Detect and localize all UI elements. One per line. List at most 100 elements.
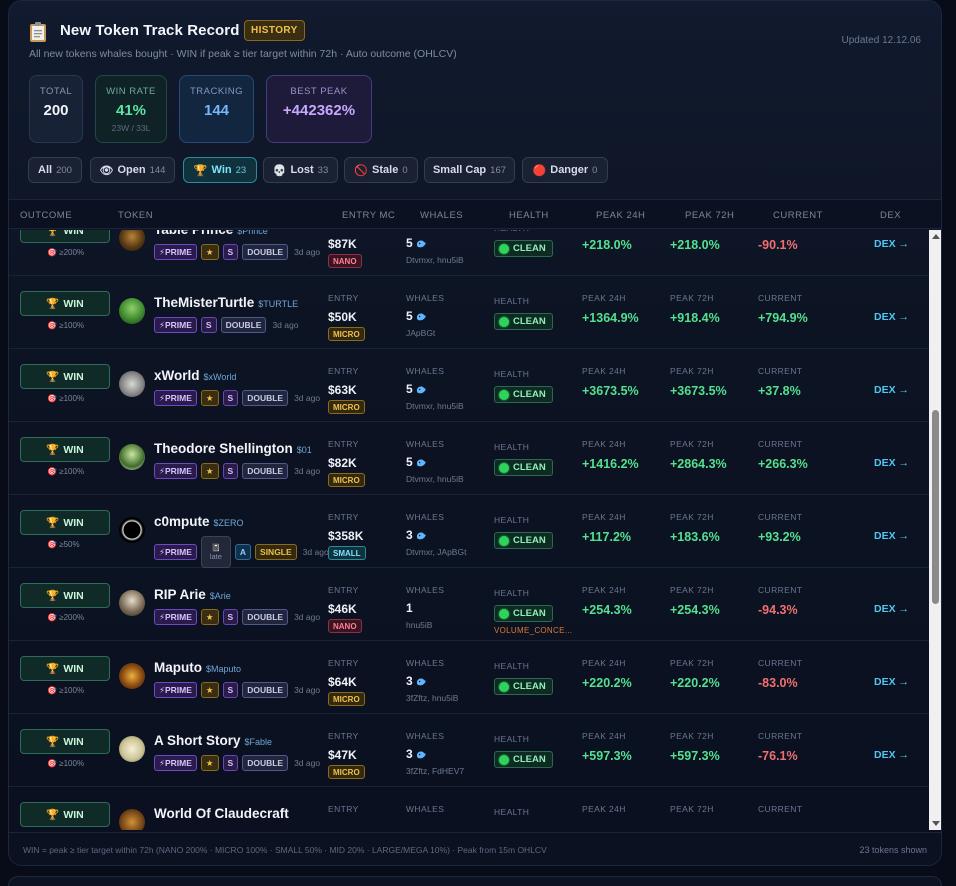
dex-link[interactable]: DEX → <box>874 530 910 542</box>
token-name-text: xWorld <box>154 368 200 383</box>
whales-count: 5 <box>406 455 427 469</box>
outcome-label: WIN <box>63 662 84 675</box>
table-row[interactable]: 🏆 WIN 🎯 ≥100% xWorld $xWorld ⚡PRIME ★ S DOUBLE 3d… <box>9 349 929 422</box>
table-row[interactable]: 🏆 WIN 🎯 ≥100% Maputo $Maputo ⚡PRIME ★ S DOUBLE 3d… <box>9 641 929 714</box>
target-threshold: 🎯 ≥200% <box>47 248 84 257</box>
tier-tag: S <box>200 317 217 333</box>
late-badge: 📓 late <box>200 536 231 568</box>
filter-lost[interactable]: 💀 Lost 33 <box>263 157 338 183</box>
dex-link[interactable]: DEX → <box>874 311 910 323</box>
table-row[interactable]: 🏆 WIN World Of Claudecraft ENTRY WHALES HEALT… <box>9 787 929 830</box>
token-name[interactable]: Table Prince $Prince <box>154 230 268 237</box>
late-icon: 📓 <box>211 543 221 552</box>
token-name[interactable]: xWorld $xWorld <box>154 368 236 383</box>
scroll-down-arrow-icon[interactable] <box>932 821 940 826</box>
current-value: -94.3% <box>758 603 798 617</box>
peak-72h-value: +220.2% <box>670 676 720 690</box>
token-name-text: TheMisterTurtle <box>154 295 255 310</box>
target-value: ≥100% <box>59 321 85 330</box>
token-name[interactable]: A Short Story $Fable <box>154 733 272 748</box>
mc-tier-tag: NANO <box>328 254 362 268</box>
filter-danger[interactable]: 🔴 Danger 0 <box>522 157 608 183</box>
trophy-icon: 🏆 <box>46 663 60 675</box>
column-header-peak-72h: PEAK 72H <box>685 210 735 221</box>
outcome-win-button[interactable]: 🏆 WIN <box>20 437 110 462</box>
token-avatar <box>119 809 145 830</box>
dex-link[interactable]: DEX → <box>874 749 910 761</box>
scrollbar-thumb[interactable] <box>932 410 939 604</box>
table-row[interactable]: 🏆 WIN 🎯 ≥100% Theodore Shellington $01 ⚡PRIME… <box>9 422 929 495</box>
table-footer: WIN = peak ≥ tier target within 72h (NAN… <box>9 832 941 865</box>
current-value: -76.1% <box>758 749 798 763</box>
dex-link[interactable]: DEX → <box>874 676 910 688</box>
whale-wallets: hnu5iB <box>406 620 433 630</box>
outcome-win-button[interactable]: 🏆 WIN <box>20 291 110 316</box>
filter-label: All <box>38 164 53 176</box>
stat-win-rate-sub: 23W / 33L <box>111 123 151 133</box>
outcome-win-button[interactable]: 🏆 WIN <box>20 364 110 389</box>
scroll-up-arrow-icon[interactable] <box>932 234 940 239</box>
green-dot-icon <box>499 535 509 546</box>
token-name[interactable]: Maputo $Maputo <box>154 660 241 675</box>
token-name[interactable]: World Of Claudecraft <box>154 806 293 821</box>
whale-wallets: Dtvmxr, hnu5iB <box>406 255 464 265</box>
stat-total: TOTAL 200 <box>29 75 83 143</box>
token-tags: ⚡PRIME ★ S DOUBLE 3d ago <box>154 244 320 260</box>
green-dot-icon <box>499 681 509 692</box>
whales-count: 3 <box>406 747 427 761</box>
filter-win[interactable]: 🏆 Win 23 <box>183 157 257 183</box>
outcome-win-button[interactable]: 🏆 WIN <box>20 510 110 535</box>
stat-win-rate-value: 41% <box>115 102 147 119</box>
filter-open[interactable]: 👁 Open 144 <box>90 157 175 183</box>
peak-24h-value: +117.2% <box>582 530 632 544</box>
whales-count-value: 3 <box>406 674 413 688</box>
outcome-win-button[interactable]: 🏆 WIN <box>20 729 110 754</box>
table-row[interactable]: 🏆 WIN 🎯 ≥200% RIP Arie $Arie ⚡PRIME ★ S DOUBLE 3d… <box>9 568 929 641</box>
whale-icon <box>416 678 426 685</box>
mc-tier-tag: MICRO <box>328 327 365 341</box>
table-row[interactable]: 🏆 WIN 🎯 ≥100% TheMisterTurtle $TURTLE ⚡PRIME S… <box>9 276 929 349</box>
table-body[interactable]: 🏆WIN🎯 ≥200%Table Prince$Prince⚡PRIME★SDO… <box>9 230 941 830</box>
dex-link[interactable]: DEX → <box>874 384 910 396</box>
table-row[interactable]: 🏆 WIN 🎯 ≥100% A Short Story $Fable ⚡PRIME ★ S DO… <box>9 714 929 787</box>
entry-label: ENTRY <box>328 585 359 595</box>
current-label: CURRENT <box>758 804 803 814</box>
token-name[interactable]: TheMisterTurtle $TURTLE <box>154 295 298 310</box>
filter-stale[interactable]: 🚫 Stale 0 <box>344 157 418 183</box>
outcome-win-button[interactable]: 🏆 WIN <box>20 656 110 681</box>
health-label: HEALTH <box>494 296 530 306</box>
outcome-win-button[interactable]: 🏆 WIN <box>20 583 110 608</box>
mc-tier-tag: MICRO <box>328 765 365 779</box>
dex-link[interactable]: DEX → <box>874 457 910 469</box>
prime-tag: ⚡PRIME <box>154 682 197 698</box>
whales-count-value: 5 <box>406 236 413 250</box>
outcome-label: WIN <box>63 370 84 383</box>
prime-tag: ⚡PRIME <box>154 390 197 406</box>
entry-label: ENTRY <box>328 731 359 741</box>
table-row[interactable]: 🏆 WIN 🎯 ≥50% c0mpute $ZERO ⚡PRIME 📓 late A SINGLE… <box>9 495 929 568</box>
table-row[interactable]: 🏆WIN 🎯 ≥200% Table Prince $Prince ⚡PRIME★SDO… <box>9 230 929 276</box>
target-threshold: 🎯 ≥100% <box>47 686 84 695</box>
scrollbar[interactable] <box>929 230 941 830</box>
token-name[interactable]: c0mpute $ZERO <box>154 514 244 529</box>
peak-72h-value: +183.6% <box>670 530 720 544</box>
token-name[interactable]: Theodore Shellington $01 <box>154 441 312 456</box>
filter-small-cap[interactable]: Small Cap 167 <box>424 157 515 183</box>
token-name[interactable]: RIP Arie $Arie <box>154 587 231 602</box>
whales-label: WHALES <box>406 293 445 303</box>
whales-count-value: 5 <box>406 382 413 396</box>
green-dot-icon <box>499 389 509 400</box>
target-icon: 🎯 <box>47 540 57 549</box>
dex-link[interactable]: DEX → <box>874 603 910 615</box>
target-value: ≥200% <box>59 613 85 622</box>
token-tags: ⚡PRIME ★ S DOUBLE 3d ago <box>154 755 320 771</box>
token-symbol: $Fable <box>244 737 273 747</box>
dex-link[interactable]: DEX → <box>874 238 910 250</box>
trophy-icon: 🏆 <box>46 736 60 748</box>
peak-24h-label: PEAK 24H <box>582 658 626 668</box>
filter-all[interactable]: All 200 <box>28 157 82 183</box>
outcome-win-button[interactable]: 🏆 WIN <box>20 230 110 243</box>
column-header-peak-24h: PEAK 24H <box>596 210 646 221</box>
trophy-icon: 🏆 <box>46 517 60 529</box>
outcome-win-button[interactable]: 🏆 WIN <box>20 802 110 827</box>
